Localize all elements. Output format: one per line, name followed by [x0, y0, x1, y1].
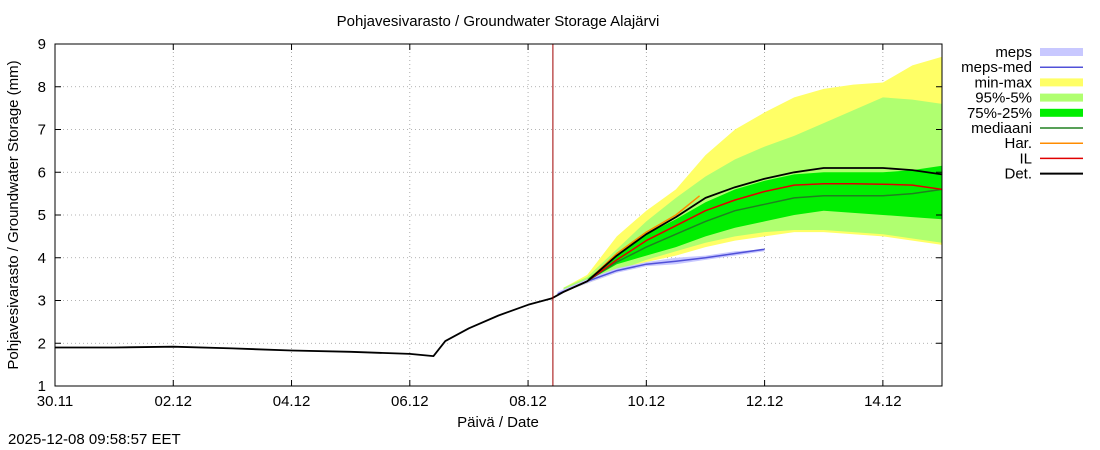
y-tick-label: 3 — [38, 293, 46, 310]
x-tick-label: 02.12 — [154, 393, 192, 410]
chart-title: Pohjavesivarasto / Groundwater Storage A… — [337, 13, 660, 30]
legend-swatch-minmax — [1040, 78, 1083, 87]
x-tick-label: 12.12 — [746, 393, 784, 410]
x-tick-label: 04.12 — [273, 393, 311, 410]
legend-label-har: Har. — [1004, 135, 1032, 152]
y-tick-label: 5 — [38, 207, 46, 224]
y-tick-label: 8 — [38, 79, 46, 96]
y-tick-label: 4 — [38, 250, 46, 267]
axis-ticks: 30.11 02.12 04.12 06.12 08.12 10.12 12.12 14.12… — [37, 36, 942, 410]
legend-label-minmax: min-max — [974, 74, 1032, 91]
y-tick-label: 7 — [38, 122, 46, 139]
x-tick-label: 30.11 — [37, 393, 73, 410]
legend-swatch-p75_25 — [1040, 108, 1083, 117]
series-lines — [55, 44, 943, 386]
series-line-meps_med — [557, 248, 765, 295]
x-tick-label: 06.12 — [391, 393, 429, 410]
legend-label-meps: meps — [995, 44, 1032, 61]
legend: mepsmeps-medmin-max95%-5%75%-25%mediaani… — [961, 44, 1083, 183]
x-tick-label: 10.12 — [628, 393, 666, 410]
y-tick-label: 2 — [38, 335, 46, 352]
series-line-il — [563, 183, 943, 293]
timestamp: 2025-12-08 09:58:57 EET — [8, 431, 181, 448]
x-tick-label: 14.12 — [864, 393, 902, 410]
legend-label-meps_med: meps-med — [961, 59, 1032, 76]
series-line-mediaani — [563, 188, 943, 293]
legend-swatch-p95_5 — [1040, 93, 1083, 102]
legend-label-p75_25: 75%-25% — [967, 105, 1032, 122]
x-tick-label: 08.12 — [509, 393, 547, 410]
legend-swatch-meps — [1040, 48, 1083, 56]
series-line-det — [55, 167, 943, 358]
y-tick-label: 9 — [38, 36, 46, 53]
legend-label-p95_5: 95%-5% — [975, 90, 1032, 107]
y-tick-label: 1 — [38, 378, 46, 395]
band-meps — [557, 249, 765, 295]
x-axis-label: Päivä / Date — [457, 414, 539, 431]
y-tick-label: 6 — [38, 164, 46, 181]
legend-label-det: Det. — [1004, 166, 1032, 183]
grid-lines — [55, 44, 942, 386]
y-axis-label: Pohjavesivarasto / Groundwater Storage (… — [5, 60, 22, 369]
legend-label-mediaani: mediaani — [971, 120, 1032, 137]
band-p75_25 — [563, 165, 942, 292]
legend-label-il: IL — [1019, 150, 1032, 167]
